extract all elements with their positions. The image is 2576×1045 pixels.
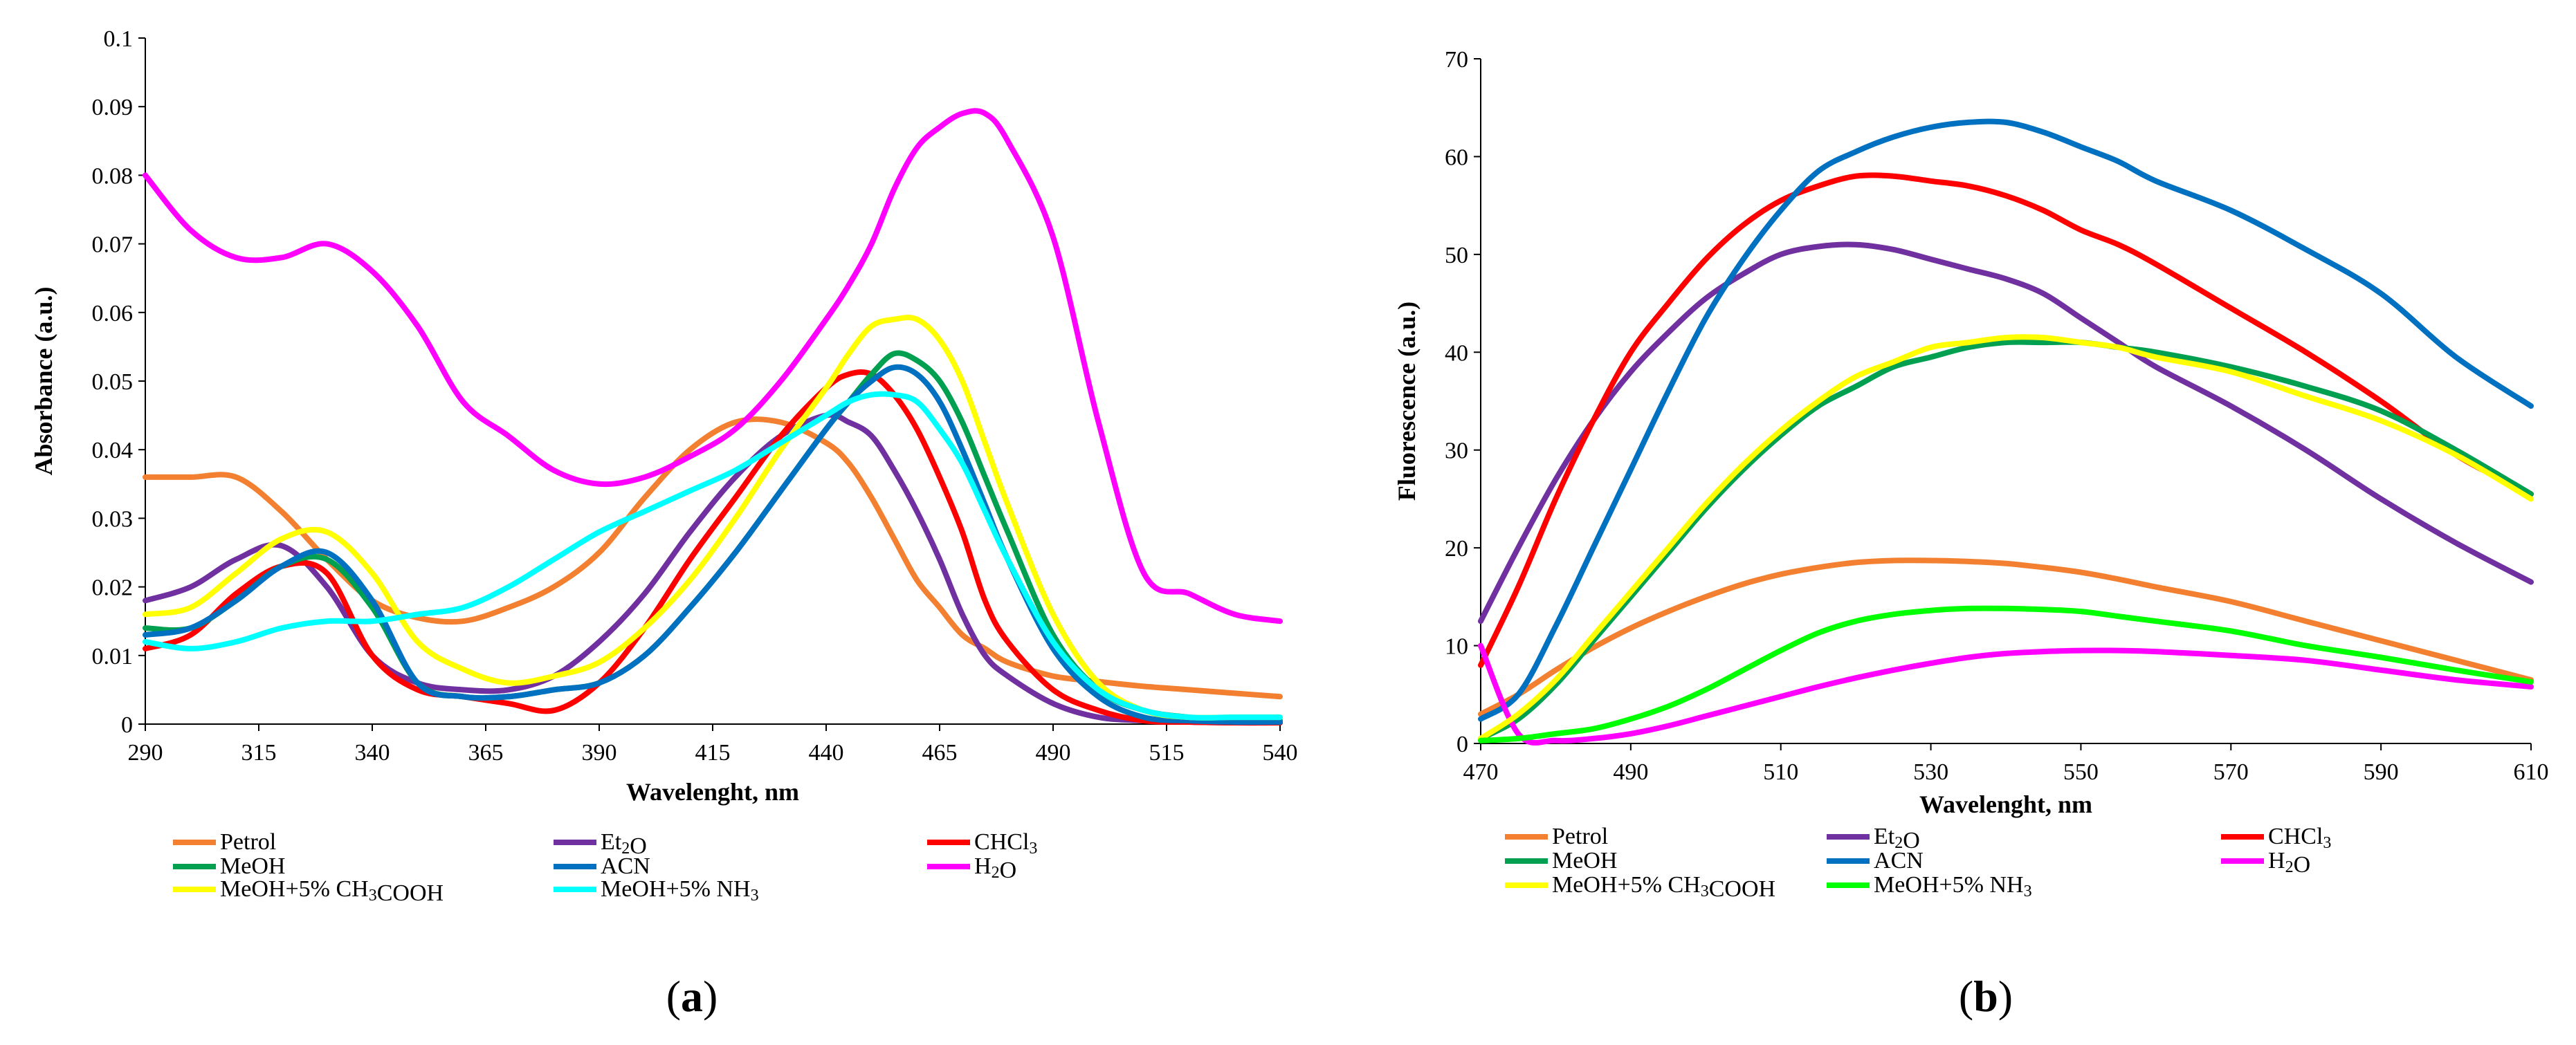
legend-entry: MeOH+5% NH3	[601, 876, 759, 905]
y-axis-label: Fluorescence (a.u.)	[1393, 302, 1421, 501]
y-tick-label: 10	[1445, 634, 1468, 660]
y-tick-label: 0	[121, 712, 133, 738]
y-tick-label: 30	[1445, 438, 1468, 464]
y-tick-label: 0.07	[92, 232, 134, 258]
x-tick-label: 550	[2063, 759, 2099, 785]
legend-entry: MeOH+5% NH3	[1874, 872, 2032, 900]
legend-entry: MeOH+5% CH3COOH	[1552, 872, 1775, 902]
legend-entry: H2O	[974, 853, 1016, 883]
chart-a: 0 0.01 0.02 0.03 0.04 0.05 0.06 0.07 0.08 0.09 0.1…	[30, 26, 1298, 1021]
legend-entry: CHCl3	[2268, 824, 2331, 852]
x-tick-label: 340	[355, 740, 390, 766]
y-tick-label: 60	[1445, 145, 1468, 170]
legend-entry: CHCl3	[974, 829, 1037, 858]
y-tick-label: 0.05	[92, 369, 134, 395]
series-line-petrol	[1478, 557, 2534, 717]
x-tick-label: 515	[1149, 740, 1185, 766]
y-tick-label: 0.01	[92, 644, 134, 669]
series-line-meoh	[1478, 339, 2534, 741]
series-line-h2o	[1478, 642, 2534, 746]
legend-entry: Petrol	[1552, 824, 1608, 849]
y-axis-label: Absorbance (a.u.)	[30, 286, 57, 475]
x-tick-label: 530	[1913, 759, 1948, 785]
series-line-meoh-5-ch3cooh	[143, 315, 1283, 721]
legend-entry: MeOH+5% CH3COOH	[220, 876, 444, 906]
x-tick-label: 465	[922, 740, 958, 766]
x-tick-label: 440	[809, 740, 844, 766]
series-line-chcl3	[1478, 172, 2534, 668]
series-line-chcl3	[143, 369, 1283, 726]
series-line-meoh-5-nh3	[143, 391, 1283, 721]
y-tick-label: 0.02	[92, 575, 134, 601]
series-line-acn	[143, 364, 1283, 725]
legend-entry: ACN	[1874, 848, 1924, 873]
x-tick-label: 390	[582, 740, 617, 766]
panel-label: (b)	[1959, 972, 2013, 1021]
legend-entry: MeOH	[1552, 848, 1617, 873]
y-tick-label: 0.08	[92, 163, 134, 189]
y-tick-label: 0.06	[92, 301, 134, 326]
x-tick-label: 470	[1463, 759, 1499, 785]
x-tick-label: 510	[1763, 759, 1798, 785]
series-line-acn	[1478, 118, 2534, 722]
x-axis-label: Wavelenght, nm	[1919, 790, 2092, 818]
x-tick-label: 290	[128, 740, 163, 766]
x-tick-label: 415	[695, 740, 731, 766]
y-tick-label: 0	[1456, 732, 1468, 757]
series-line-h2o	[143, 108, 1283, 625]
y-tick-label: 0.03	[92, 506, 134, 532]
series-line-meoh	[143, 350, 1283, 724]
legend-entry: ACN	[601, 853, 650, 879]
y-tick-label: 50	[1445, 243, 1468, 268]
y-tick-label: 40	[1445, 340, 1468, 366]
x-tick-label: 365	[468, 740, 504, 766]
x-tick-label: 590	[2364, 759, 2399, 785]
series-line-et2o	[1478, 241, 2534, 625]
x-axis-label: Wavelenght, nm	[626, 778, 799, 806]
chart-b: 0 10 20 30 40 50 60 70 470 490 510 530 550 570 590 610 W…	[1393, 47, 2549, 1021]
legend-entry: Petrol	[220, 829, 276, 855]
y-tick-label: 0.04	[92, 438, 134, 463]
x-tick-label: 570	[2213, 759, 2249, 785]
y-tick-label: 20	[1445, 536, 1468, 562]
y-tick-label: 0.1	[104, 26, 134, 52]
series-line-meoh-5-nh3	[1478, 605, 2534, 743]
x-tick-label: 610	[2514, 759, 2549, 785]
legend-entry: H2O	[2268, 848, 2310, 878]
panel-label: (a)	[666, 972, 718, 1021]
y-tick-label: 0.09	[92, 95, 134, 120]
legend-entry: MeOH	[220, 853, 285, 879]
x-tick-label: 490	[1613, 759, 1648, 785]
series-line-meoh-5-ch3cooh	[1478, 334, 2534, 741]
x-tick-label: 490	[1036, 740, 1071, 766]
x-tick-label: 540	[1263, 740, 1298, 766]
y-tick-label: 70	[1445, 47, 1468, 73]
x-tick-label: 315	[241, 740, 277, 766]
